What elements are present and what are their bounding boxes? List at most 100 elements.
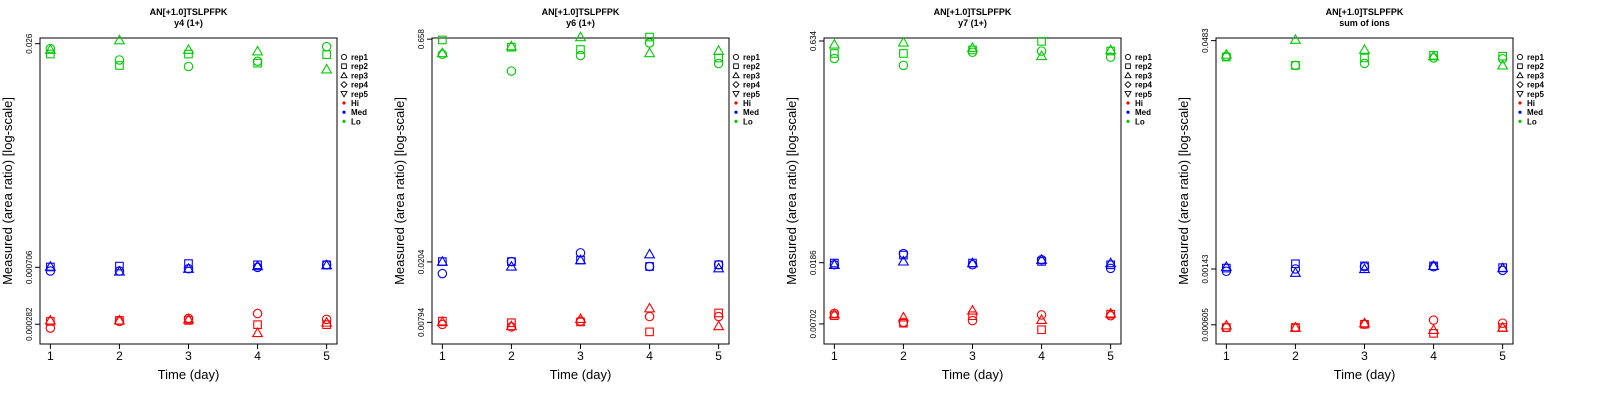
data-point-lo [1105, 52, 1116, 62]
legend-label: rep4 [1135, 81, 1152, 90]
chart-subtitle: y7 (1+) [958, 18, 987, 28]
data-point-hi [643, 302, 656, 313]
y-tick-label: 0.026 [25, 33, 34, 54]
y-tick-label: 0.00702 [809, 309, 818, 338]
legend-label: rep2 [743, 62, 760, 71]
data-point-med [320, 259, 333, 270]
data-point-lo [437, 49, 448, 60]
data-point-med [1358, 263, 1371, 274]
y-tick-label: 0.634 [809, 30, 818, 51]
chart-title: AN[+1.0]TSLPFPK [934, 7, 1012, 17]
legend-dot [1126, 119, 1130, 123]
legend-label: rep3 [351, 71, 368, 80]
x-tick-label: 5 [1107, 349, 1114, 363]
legend-label: Lo [351, 117, 361, 126]
data-point-med [184, 259, 193, 268]
legend-dot [1518, 119, 1522, 123]
chart-subtitle: y6 (1+) [566, 18, 595, 28]
data-point-lo [1220, 48, 1233, 59]
legend-marker [732, 80, 740, 89]
legend-marker [340, 80, 348, 89]
data-point-hi [1036, 310, 1047, 320]
legend-label: Med [351, 108, 367, 117]
data-point-med [46, 262, 55, 272]
x-tick-label: 4 [646, 349, 653, 363]
data-point-hi [1427, 323, 1440, 334]
x-tick-label: 2 [1292, 349, 1299, 363]
x-tick-label: 5 [323, 349, 330, 363]
data-point-lo [1037, 37, 1046, 46]
legend-label: rep5 [351, 90, 368, 99]
data-point-lo [253, 58, 262, 68]
data-point-lo [576, 45, 585, 54]
data-point-lo [321, 41, 332, 52]
data-point-lo [643, 47, 656, 58]
data-point-med [1104, 257, 1117, 268]
data-point-lo [828, 38, 841, 49]
data-point-med [1035, 253, 1048, 264]
data-point-lo [251, 45, 264, 56]
legend-label: rep2 [351, 62, 368, 71]
legend-label: rep1 [743, 53, 760, 62]
data-point-lo [322, 50, 331, 59]
data-point-hi [320, 316, 333, 327]
legend-marker [733, 63, 739, 69]
legend-marker [1517, 63, 1523, 69]
legend-label: rep2 [1135, 62, 1152, 71]
data-point-lo [1358, 43, 1371, 54]
data-point-hi [899, 318, 908, 328]
x-tick-label: 3 [1361, 349, 1368, 363]
legend-dot [1126, 110, 1130, 114]
y-axis-label: Measured (area ratio) [log-scale] [1176, 97, 1191, 285]
plot-frame [431, 37, 730, 345]
legend-marker [341, 63, 347, 69]
data-point-hi [507, 318, 516, 328]
legend-marker [732, 71, 740, 79]
data-point-lo [114, 55, 125, 65]
data-point-lo [1104, 43, 1117, 55]
data-point-med [897, 255, 910, 266]
data-point-hi [828, 308, 841, 319]
legend-label: rep3 [743, 71, 760, 80]
data-point-lo [1290, 60, 1301, 71]
legend-marker [1516, 91, 1524, 98]
data-point-med [828, 258, 841, 269]
data-point-med [574, 254, 587, 265]
data-point-hi [968, 311, 977, 321]
data-point-hi [574, 312, 587, 323]
legend-marker [732, 53, 740, 61]
chart-title: AN[+1.0]TSLPFPK [1326, 7, 1404, 17]
chart-subtitle: y4 (1+) [174, 18, 203, 28]
y-tick-label: 0.000605 [1201, 308, 1210, 342]
data-point-hi [1035, 313, 1048, 324]
y-axis-label: Measured (area ratio) [log-scale] [784, 97, 799, 285]
data-point-lo [898, 60, 909, 71]
data-point-hi [1220, 319, 1233, 330]
data-point-lo [575, 50, 586, 61]
legend-label: Hi [351, 99, 359, 108]
legend-label: Lo [743, 117, 753, 126]
data-point-lo [574, 31, 587, 42]
data-point-hi [1428, 315, 1439, 325]
data-point-lo [1428, 53, 1439, 63]
x-tick-label: 2 [508, 349, 515, 363]
legend-dot [734, 119, 738, 123]
y-tick-label: 0.0483 [1201, 28, 1210, 53]
plot-frame [39, 37, 338, 345]
data-point-hi [251, 327, 264, 338]
data-point-hi [1037, 325, 1046, 335]
data-point-lo [1497, 54, 1508, 64]
data-point-hi [897, 311, 910, 322]
x-tick-label: 1 [439, 349, 446, 363]
data-point-lo [713, 58, 724, 69]
data-point-hi [182, 313, 195, 324]
legend-marker [340, 71, 348, 79]
legend-dot [734, 110, 738, 114]
legend-label: Lo [1527, 117, 1537, 126]
chart-title: AN[+1.0]TSLPFPK [150, 7, 228, 17]
x-tick-label: 5 [1499, 349, 1506, 363]
data-point-med [712, 262, 725, 273]
legend-label: rep2 [1527, 62, 1544, 71]
